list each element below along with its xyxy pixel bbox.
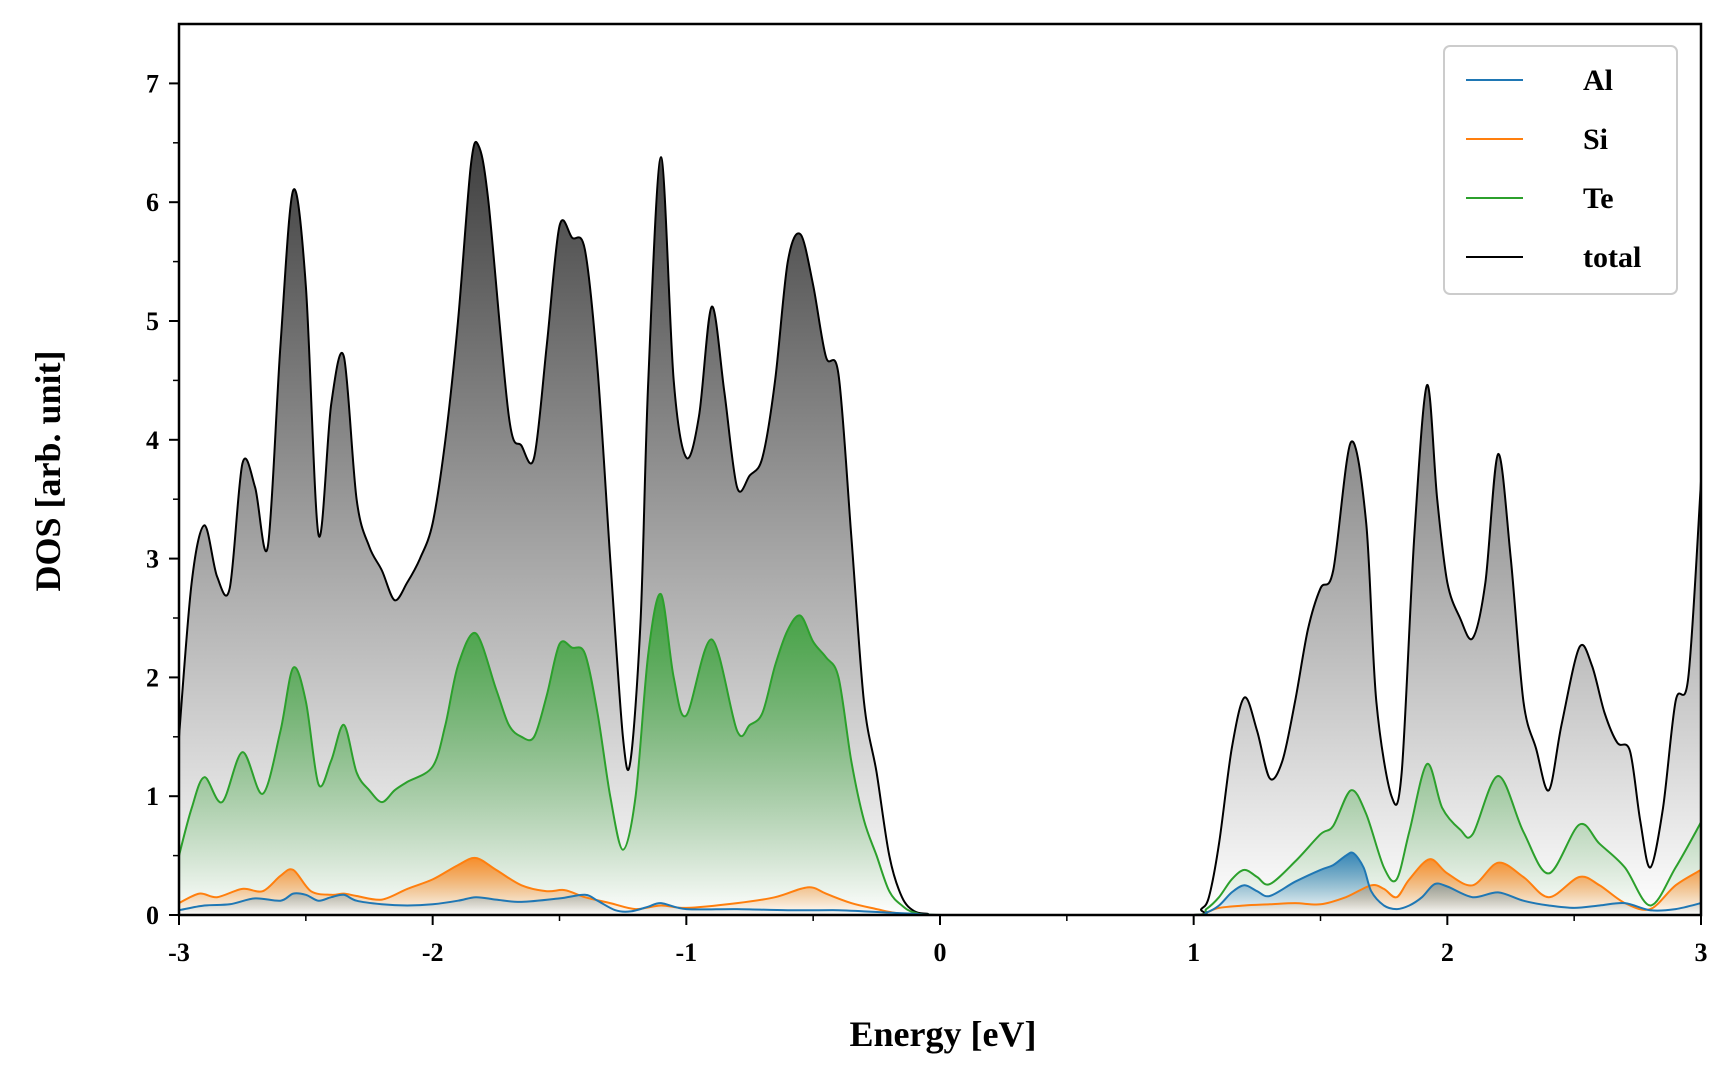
legend-label-si: Si — [1583, 123, 1608, 156]
x-tick-label: 2 — [1441, 938, 1454, 967]
y-tick-label: 5 — [146, 307, 159, 336]
legend-label-al: Al — [1583, 64, 1613, 97]
x-tick-label: -2 — [422, 938, 444, 967]
series-line-total — [179, 141, 1701, 915]
y-tick-label: 3 — [146, 545, 159, 574]
y-tick-label: 2 — [146, 663, 159, 692]
x-tick-label: -1 — [675, 938, 697, 967]
y-tick-label: 6 — [146, 188, 159, 217]
legend-label-total: total — [1583, 241, 1641, 274]
legend-box — [1443, 45, 1678, 295]
x-tick-label: 3 — [1695, 938, 1708, 967]
x-tick-label: 0 — [934, 938, 947, 967]
y-tick-label: 0 — [146, 901, 159, 930]
x-tick-label: 1 — [1187, 938, 1200, 967]
x-axis-label: Energy [eV] — [850, 1014, 1037, 1054]
y-tick-label: 4 — [146, 426, 159, 455]
axis-ticks — [169, 82, 1702, 925]
x-tick-label: -3 — [168, 938, 190, 967]
series-line-si — [179, 856, 1701, 915]
series-line-te — [179, 593, 1701, 915]
y-axis-label: DOS [arb. unit] — [28, 350, 68, 591]
y-tick-label: 7 — [146, 69, 159, 98]
y-tick-label: 1 — [146, 782, 159, 811]
legend: Al Si Te total — [1443, 45, 1678, 295]
legend-label-te: Te — [1583, 182, 1614, 215]
axis-tick-labels: -3 -2 -1 0 1 2 3 0 1 2 3 4 5 6 7 — [146, 69, 1708, 967]
